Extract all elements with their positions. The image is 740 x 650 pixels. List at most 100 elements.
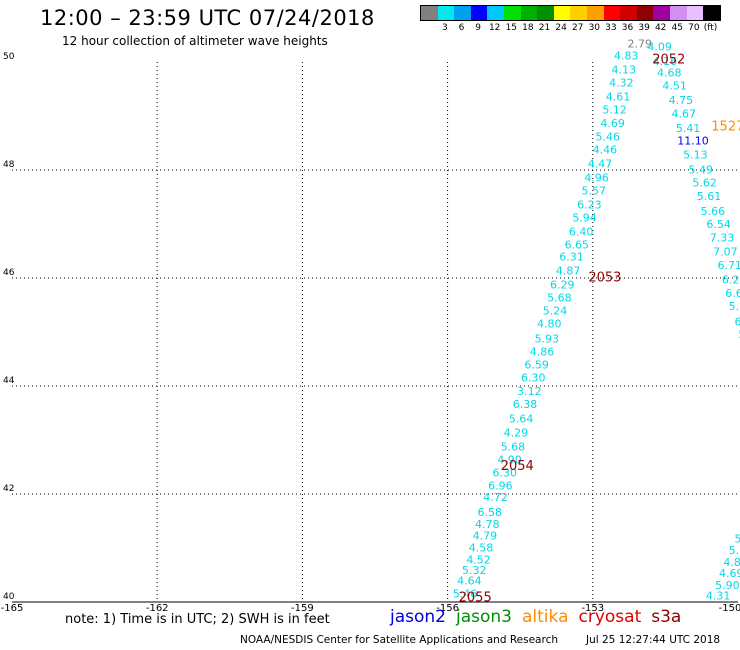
wave-height-value: 4.96 (584, 172, 609, 185)
legend-label: 39 (638, 23, 650, 33)
legend-label: 24 (555, 23, 567, 33)
legend-label: 42 (654, 23, 667, 33)
wave-height-value: 5.46 (596, 131, 621, 144)
chart-subtitle: 12 hour collection of altimeter wave hei… (62, 34, 328, 48)
wave-height-value: 4.61 (606, 91, 631, 104)
wave-height-value: 5.57 (582, 185, 607, 198)
wave-height-value: 6.38 (513, 398, 538, 411)
wave-height-value: 4.83 (614, 50, 639, 63)
wave-height-value: 6.59 (524, 358, 549, 371)
x-tick-label: -165 (1, 603, 24, 614)
wave-height-value: 3.12 (517, 385, 542, 398)
wave-height-value: 6.30 (521, 371, 546, 384)
legend-label: 21 (538, 23, 551, 33)
legend-label: 12 (488, 23, 501, 33)
x-tick-label: -153 (581, 603, 604, 614)
legend-swatch (636, 6, 654, 20)
wave-height-value: 4.13 (612, 64, 637, 77)
legend-swatch (470, 6, 488, 20)
wave-height-value: 5.90 (715, 579, 740, 592)
legend-label: 3 (442, 23, 448, 33)
legend-swatch (487, 6, 504, 20)
wave-height-value: 4.80 (537, 317, 562, 330)
legend-swatch (503, 6, 521, 20)
wave-height-value: 6.65 (565, 239, 590, 252)
legend-label: (ft) (703, 23, 718, 33)
wave-height-value: 4.90 (497, 454, 522, 467)
wave-height-value: 5.68 (547, 292, 572, 305)
wave-height-value: 6.71 (718, 259, 740, 272)
wave-height-value: 5.22 (734, 532, 740, 545)
wave-height-value: 4.09 (647, 40, 672, 53)
legend-label: 36 (621, 23, 634, 33)
wave-height-value: 6.28 (722, 274, 740, 287)
wave-height-value: 4.75 (669, 94, 694, 107)
wave-height-value: 6.23 (577, 199, 602, 212)
legend-label: 30 (588, 23, 601, 33)
wave-height-value: 5.77 (729, 300, 740, 313)
legend-label: 70 (688, 23, 700, 33)
wave-height-value: 4.88 (723, 556, 740, 569)
legend-label: 27 (571, 23, 584, 33)
legend-swatch (603, 6, 621, 20)
legend-swatch (570, 6, 587, 20)
pass-time-label: 2054 (501, 459, 534, 474)
wave-height-value: 6.29 (550, 279, 575, 292)
wave-height-value: 6.30 (492, 466, 517, 479)
x-tick-label: -150 (719, 603, 740, 614)
footer-timestamp: Jul 25 12:27:44 UTC 2018 (586, 634, 721, 646)
wave-height-value: 2.79 (627, 38, 652, 51)
wave-height-value: 7.07 (713, 246, 738, 259)
satellite-legend: jason2 jason3 altika cryosat s3a (390, 607, 691, 627)
legend-label: 33 (605, 23, 617, 33)
y-tick-label: 44 (3, 376, 15, 386)
wave-height-value: 7.33 (710, 232, 735, 245)
wave-height-value: 15- (739, 591, 740, 604)
chart-axes: -165 -162 -159 -156 -153 -150 40 42 44 46 48 50 (1, 52, 740, 614)
y-tick-label: 46 (3, 268, 15, 278)
satellite-track-3: 4.315.904.694.885.225.225.515- (706, 532, 740, 604)
legend-swatch (421, 6, 438, 20)
wave-height-value: 4.87 (556, 265, 581, 278)
wave-height-value: 4.58 (469, 542, 494, 555)
satellite-track-1: 5.464.645.324.524.584.794.786.584.726.96… (453, 38, 652, 601)
wave-height-value: 4.52 (466, 553, 491, 566)
color-legend: 3 6 9 12 15 18 21 24 27 30 33 36 39 42 45 70 (ft) (420, 5, 721, 35)
legend-label: 15 (505, 23, 518, 33)
wave-height-value: 6.40 (569, 226, 594, 239)
footer-credit-line: NOAA/NESDIS Center for Satellite Applica… (240, 634, 720, 646)
legend-swatch (669, 6, 687, 20)
wave-height-value: 4.51 (662, 79, 687, 92)
pass-time-label: 2053 (588, 271, 621, 286)
wave-height-value: 5.66 (701, 205, 726, 218)
wave-height-value: 5.49 (688, 164, 713, 177)
wave-height-value: 4.86 (530, 346, 555, 359)
legend-swatch (703, 6, 720, 20)
wave-height-value: 4.78 (475, 518, 500, 531)
y-tick-label: 50 (3, 52, 15, 62)
pass-time-label: 2052 (652, 52, 685, 67)
wave-height-value: 4.69 (719, 567, 740, 580)
wave-height-value: 6.58 (477, 506, 502, 519)
legend-labels: 3 6 9 12 15 18 21 24 27 30 33 36 39 42 45 70 (ft) (420, 21, 721, 35)
pass-time-label: 1527 (711, 119, 740, 134)
wave-height-value: 4.67 (672, 107, 697, 120)
wave-height-value: 6.54 (706, 218, 731, 231)
wave-height-value: 6.62 (725, 287, 740, 300)
legend-swatch (537, 6, 554, 20)
satellite-label-altika: altika (522, 607, 569, 627)
legend-label: 18 (522, 23, 534, 33)
wave-height-value: 6.31 (559, 250, 584, 263)
satellite-label-jason3: jason3 (456, 607, 512, 627)
legend-label: 6 (458, 23, 465, 33)
legend-color-bar (420, 5, 721, 21)
y-tick-label: 42 (3, 484, 14, 494)
wave-height-value: 5.62 (692, 177, 717, 190)
wave-height-value: 4.68 (657, 66, 682, 79)
x-tick-label: -159 (291, 603, 314, 614)
x-tick-label: -162 (146, 603, 169, 614)
wave-height-value: 5.41 (676, 122, 701, 135)
wave-height-value: 5.12 (602, 104, 627, 117)
satellite-label-jason2: jason2 (390, 607, 446, 627)
